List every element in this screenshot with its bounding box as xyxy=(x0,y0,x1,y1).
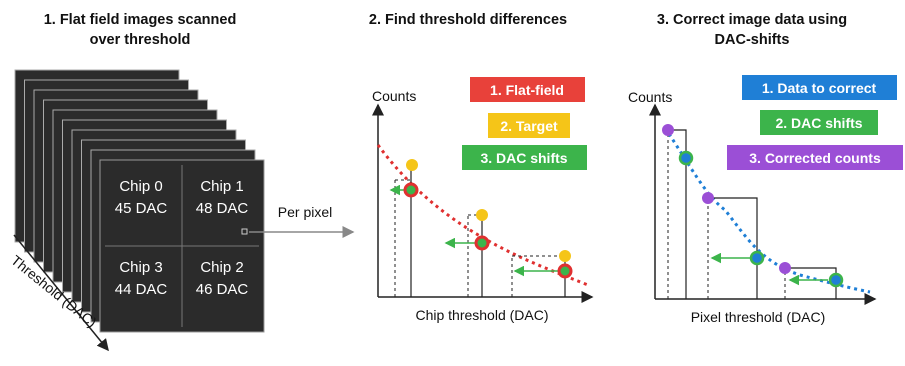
panel-title: DAC-shifts xyxy=(715,32,790,48)
chip-dac: 48 DAC xyxy=(196,200,249,217)
legend-label: 2. DAC shifts xyxy=(775,115,862,131)
front-image: Chip 0 45 DAC Chip 1 48 DAC Chip 3 44 DA… xyxy=(100,160,264,332)
chip-dac: 45 DAC xyxy=(115,200,168,217)
chip-dac: 46 DAC xyxy=(196,281,249,298)
y-label: Counts xyxy=(628,89,672,105)
legend-label: 2. Target xyxy=(500,118,558,134)
legend-label: 3. Corrected counts xyxy=(749,150,881,166)
panel-3: 3. Correct image data using DAC-shifts C… xyxy=(628,12,903,325)
panel-title: over threshold xyxy=(90,32,191,48)
panel-title: 2. Find threshold differences xyxy=(369,12,567,28)
chip-dac: 44 DAC xyxy=(115,281,168,298)
panel-2: 2. Find threshold differences Counts Chi… xyxy=(369,12,592,323)
y-label: Counts xyxy=(372,88,416,104)
figure: 1. Flat field images scanned over thresh… xyxy=(0,0,905,361)
legend-label: 3. DAC shifts xyxy=(480,150,567,166)
chip-name: Chip 0 xyxy=(119,178,162,195)
panel-title: 3. Correct image data using xyxy=(657,12,847,28)
panel-title: 1. Flat field images scanned xyxy=(44,12,237,28)
arrow-label: Per pixel xyxy=(278,204,332,220)
chip-name: Chip 1 xyxy=(200,178,243,195)
legend-label: 1. Flat-field xyxy=(490,82,564,98)
panel-1: 1. Flat field images scanned over thresh… xyxy=(8,12,353,350)
x-label: Pixel threshold (DAC) xyxy=(691,309,826,325)
x-label: Chip threshold (DAC) xyxy=(415,307,548,323)
chip-name: Chip 3 xyxy=(119,259,162,276)
chip-name: Chip 2 xyxy=(200,259,243,276)
legend-label: 1. Data to correct xyxy=(762,80,877,96)
